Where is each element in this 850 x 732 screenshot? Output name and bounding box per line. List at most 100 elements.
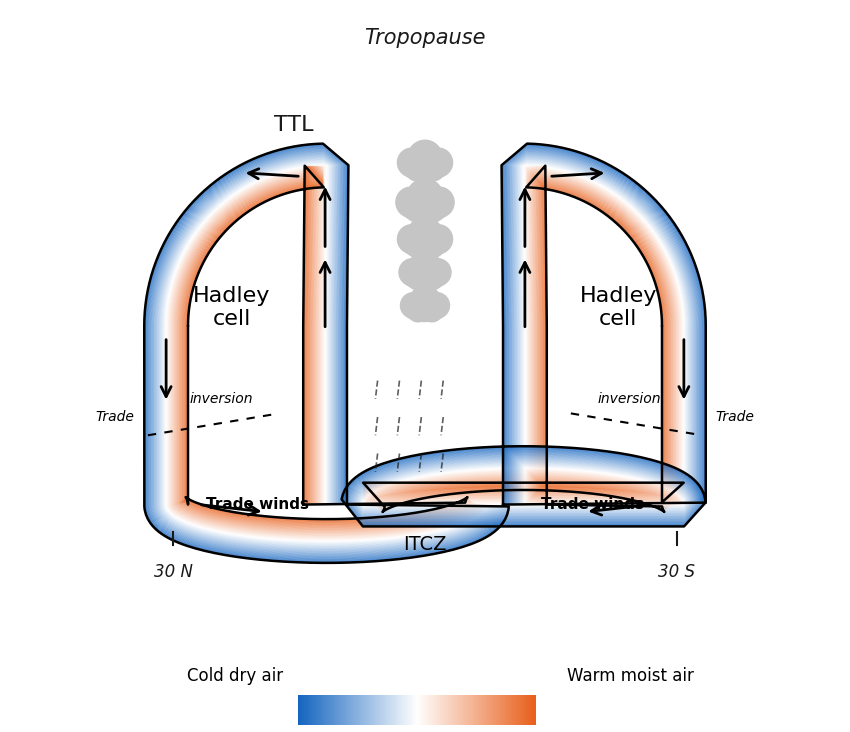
Polygon shape bbox=[349, 152, 698, 518]
Circle shape bbox=[423, 187, 454, 217]
Polygon shape bbox=[172, 165, 481, 535]
Ellipse shape bbox=[402, 157, 448, 181]
Polygon shape bbox=[147, 146, 506, 560]
Polygon shape bbox=[363, 165, 683, 508]
Polygon shape bbox=[184, 165, 468, 520]
Polygon shape bbox=[363, 165, 683, 512]
Polygon shape bbox=[363, 165, 683, 506]
Polygon shape bbox=[161, 160, 492, 546]
Text: 30 S: 30 S bbox=[658, 563, 695, 581]
Polygon shape bbox=[363, 165, 683, 506]
Polygon shape bbox=[149, 148, 504, 559]
Polygon shape bbox=[354, 156, 694, 514]
Ellipse shape bbox=[402, 234, 448, 257]
Polygon shape bbox=[342, 143, 706, 526]
Polygon shape bbox=[344, 146, 703, 523]
Polygon shape bbox=[184, 165, 470, 522]
Polygon shape bbox=[162, 161, 491, 545]
Circle shape bbox=[398, 148, 427, 177]
Polygon shape bbox=[360, 162, 688, 508]
Circle shape bbox=[410, 285, 440, 316]
Polygon shape bbox=[177, 165, 476, 530]
Polygon shape bbox=[174, 165, 479, 533]
Polygon shape bbox=[158, 157, 495, 549]
Polygon shape bbox=[363, 165, 683, 506]
Polygon shape bbox=[181, 165, 473, 526]
Polygon shape bbox=[343, 145, 705, 525]
Polygon shape bbox=[183, 165, 471, 523]
Polygon shape bbox=[363, 165, 683, 507]
Circle shape bbox=[406, 267, 428, 290]
Polygon shape bbox=[151, 151, 502, 556]
Polygon shape bbox=[167, 165, 485, 539]
Circle shape bbox=[421, 234, 445, 258]
Text: Trade winds: Trade winds bbox=[206, 497, 309, 512]
Text: ITCZ: ITCZ bbox=[403, 535, 447, 554]
Polygon shape bbox=[363, 165, 684, 505]
Polygon shape bbox=[144, 143, 509, 563]
Polygon shape bbox=[363, 165, 683, 511]
Polygon shape bbox=[156, 156, 496, 550]
Polygon shape bbox=[348, 149, 700, 520]
Ellipse shape bbox=[400, 197, 450, 221]
Polygon shape bbox=[164, 163, 489, 543]
Text: Warm moist air: Warm moist air bbox=[567, 667, 694, 685]
Polygon shape bbox=[150, 149, 503, 557]
Polygon shape bbox=[182, 165, 471, 524]
Polygon shape bbox=[363, 165, 683, 510]
Text: Tropopause: Tropopause bbox=[365, 28, 485, 48]
Circle shape bbox=[408, 141, 442, 174]
Polygon shape bbox=[146, 146, 507, 561]
Circle shape bbox=[405, 197, 429, 222]
Polygon shape bbox=[168, 165, 484, 539]
Polygon shape bbox=[363, 165, 683, 509]
Text: Hadley
cell: Hadley cell bbox=[193, 286, 270, 329]
Text: inversion: inversion bbox=[189, 392, 252, 406]
Polygon shape bbox=[178, 165, 475, 529]
Polygon shape bbox=[358, 160, 689, 509]
Polygon shape bbox=[363, 165, 684, 504]
Polygon shape bbox=[178, 165, 474, 528]
Polygon shape bbox=[163, 163, 490, 544]
Polygon shape bbox=[347, 149, 700, 521]
Polygon shape bbox=[363, 165, 684, 504]
Circle shape bbox=[423, 225, 452, 253]
Circle shape bbox=[421, 157, 445, 181]
Polygon shape bbox=[351, 153, 696, 517]
Polygon shape bbox=[357, 160, 689, 510]
Polygon shape bbox=[355, 157, 692, 512]
Circle shape bbox=[409, 251, 441, 283]
Polygon shape bbox=[363, 165, 683, 507]
Polygon shape bbox=[166, 165, 488, 542]
Polygon shape bbox=[155, 154, 499, 553]
Polygon shape bbox=[169, 165, 484, 538]
Polygon shape bbox=[145, 144, 508, 562]
Polygon shape bbox=[354, 157, 693, 513]
Circle shape bbox=[421, 197, 445, 222]
Circle shape bbox=[405, 157, 429, 181]
Polygon shape bbox=[165, 164, 489, 542]
Polygon shape bbox=[173, 165, 480, 534]
Polygon shape bbox=[145, 145, 507, 561]
Polygon shape bbox=[359, 161, 688, 509]
Circle shape bbox=[398, 225, 427, 253]
Polygon shape bbox=[346, 148, 701, 522]
Polygon shape bbox=[153, 152, 500, 554]
Polygon shape bbox=[362, 164, 685, 506]
Polygon shape bbox=[363, 165, 683, 505]
Polygon shape bbox=[350, 152, 697, 518]
Text: TTL: TTL bbox=[274, 116, 314, 135]
Polygon shape bbox=[179, 165, 473, 527]
Text: Hadley
cell: Hadley cell bbox=[580, 286, 657, 329]
Ellipse shape bbox=[403, 268, 447, 289]
Circle shape bbox=[424, 293, 450, 318]
Text: Trade winds: Trade winds bbox=[541, 497, 644, 512]
Polygon shape bbox=[343, 146, 704, 524]
Polygon shape bbox=[176, 165, 478, 531]
Polygon shape bbox=[150, 150, 502, 556]
Circle shape bbox=[396, 187, 427, 217]
Polygon shape bbox=[167, 165, 486, 540]
Polygon shape bbox=[183, 165, 470, 523]
Polygon shape bbox=[185, 165, 468, 520]
Polygon shape bbox=[156, 154, 498, 552]
